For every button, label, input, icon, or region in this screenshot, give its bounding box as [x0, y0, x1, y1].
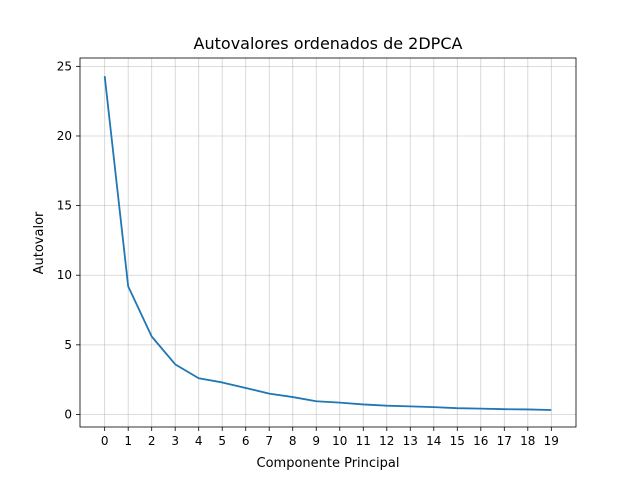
series-layer	[103, 75, 552, 411]
x-tick-label: 8	[289, 434, 297, 448]
plot-frame	[79, 57, 577, 428]
x-tick-label: 11	[356, 434, 371, 448]
x-tick-label: 9	[312, 434, 320, 448]
y-tick-label: 20	[57, 129, 72, 143]
x-tick-label: 1	[124, 434, 132, 448]
x-tick-label: 16	[473, 434, 488, 448]
y-axis-label: Autovalor	[32, 211, 47, 274]
x-tick-label: 6	[242, 434, 250, 448]
x-tick-label: 10	[332, 434, 347, 448]
x-tick-label: 7	[265, 434, 273, 448]
y-tick-label: 15	[57, 199, 72, 213]
x-tick-label: 14	[426, 434, 441, 448]
chart-title: Autovalores ordenados de 2DPCA	[194, 34, 463, 53]
x-tick-label: 5	[218, 434, 226, 448]
y-tick-label: 0	[64, 407, 72, 421]
y-tick-label: 5	[64, 338, 72, 352]
grid	[80, 58, 576, 427]
x-axis-label: Componente Principal	[257, 456, 400, 471]
x-tick-label: 18	[520, 434, 535, 448]
x-tick-label: 12	[379, 434, 394, 448]
y-tick-label: 10	[57, 268, 72, 282]
y-axis-ticks: 0 5 10 15 20 25	[57, 59, 80, 421]
x-tick-label: 3	[171, 434, 179, 448]
x-tick-label: 19	[544, 434, 559, 448]
x-tick-label: 13	[403, 434, 418, 448]
x-tick-label: 4	[195, 434, 203, 448]
series-line	[103, 75, 552, 411]
x-tick-label: 17	[497, 434, 512, 448]
x-tick-label: 15	[450, 434, 465, 448]
x-axis-ticks: 0 1 2 3 4 5 6 7 8 9 10 11 12 13 14 15 16 17 18 19	[101, 427, 559, 448]
x-tick-label: 0	[101, 434, 109, 448]
x-tick-label: 2	[148, 434, 156, 448]
y-tick-label: 25	[57, 59, 72, 73]
